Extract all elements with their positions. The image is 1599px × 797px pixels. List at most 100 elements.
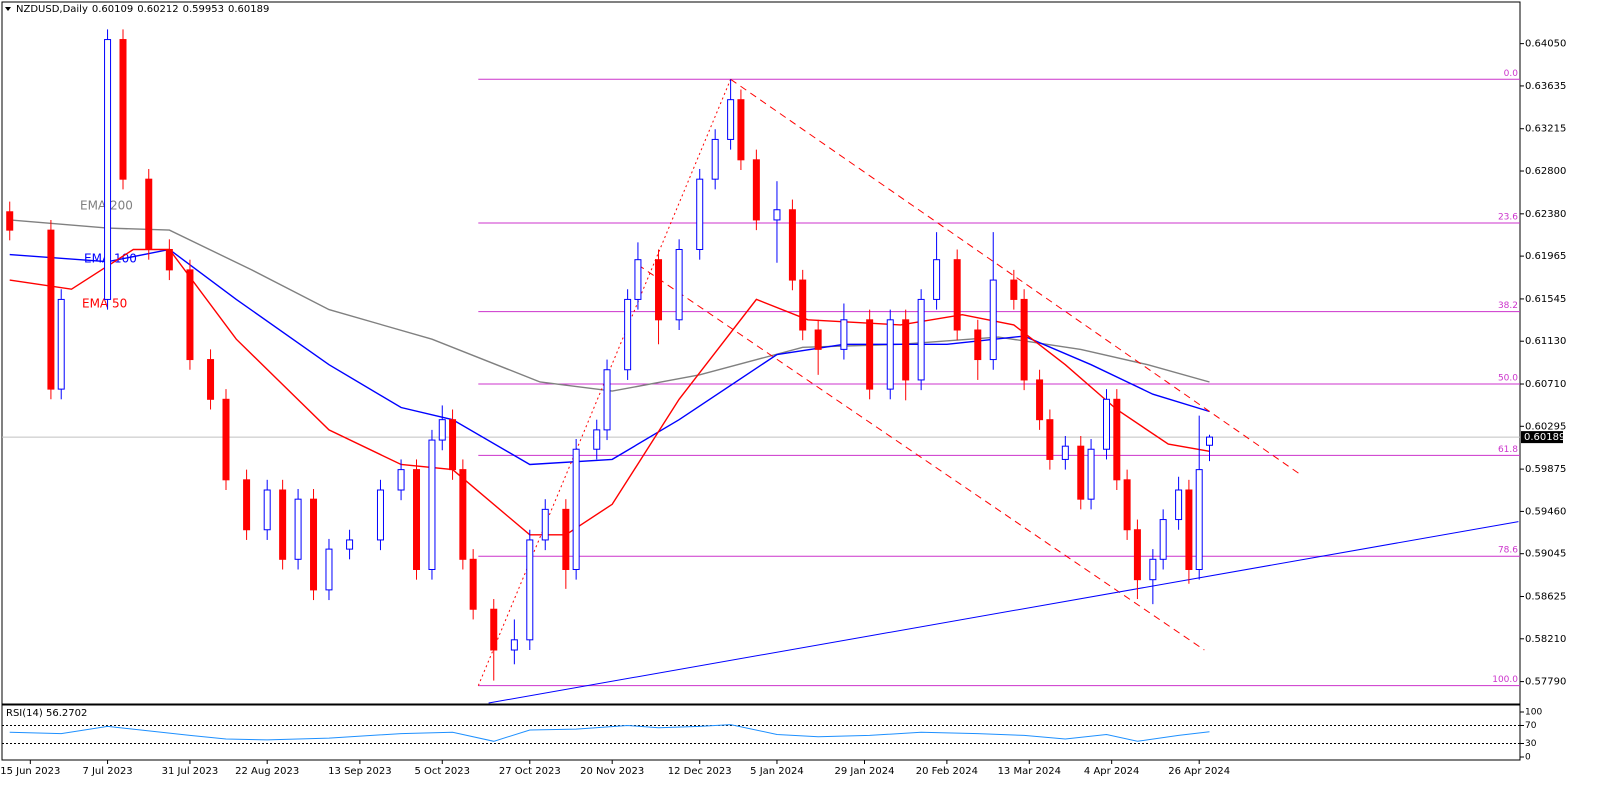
candle-body: [917, 298, 925, 381]
candle-body: [1020, 298, 1028, 381]
x-tick-label: 15 Jun 2023: [0, 766, 60, 777]
y-tick-label: 0.59045: [1525, 549, 1566, 560]
fib-label: 100.0: [1492, 675, 1518, 685]
trendline: [637, 264, 1205, 651]
rsi-last: 56.2702: [45, 708, 88, 719]
candle-body: [711, 138, 719, 180]
candle-body: [346, 539, 354, 550]
x-tick-label: 5 Oct 2023: [415, 766, 470, 777]
candle-body: [1206, 436, 1213, 446]
candle-body: [727, 99, 735, 140]
trendline: [488, 521, 1519, 704]
candle-body: [459, 469, 467, 560]
candle-body: [562, 508, 570, 570]
candle-body: [428, 439, 436, 570]
candle-body: [119, 39, 127, 180]
candle-body: [310, 498, 318, 591]
menu-arrow: [5, 7, 11, 11]
y-tick-label: 0.61130: [1525, 336, 1566, 347]
candle-body: [696, 178, 704, 250]
candle-body: [47, 229, 55, 390]
candle-body: [675, 248, 683, 321]
rsi-tick-label: 70: [1525, 721, 1537, 731]
y-tick-label: 0.63215: [1525, 124, 1566, 135]
candle-body: [1123, 479, 1131, 531]
candle-body: [165, 248, 173, 271]
candle-body: [1133, 529, 1141, 581]
candle-body: [541, 508, 549, 541]
candle-body: [989, 279, 997, 361]
candle-body: [510, 639, 518, 651]
y-tick-label: 0.59460: [1525, 506, 1566, 517]
x-tick-label: 20 Feb 2024: [916, 766, 978, 777]
candle-body: [145, 178, 153, 250]
y-tick-label: 0.58625: [1525, 592, 1566, 603]
candle-body: [752, 159, 760, 221]
candle-body: [603, 369, 611, 431]
candle-body: [773, 209, 781, 221]
fib-label: 78.6: [1498, 546, 1518, 556]
fib-label: 50.0: [1498, 374, 1518, 384]
candle-body: [243, 479, 251, 531]
last-price-label: 0.60189: [1524, 432, 1565, 443]
high-value: 0.60212: [137, 4, 179, 15]
candle-body: [634, 259, 642, 300]
x-tick-label: 22 Aug 2023: [235, 766, 299, 777]
candle-body: [294, 498, 302, 560]
x-tick-label: 31 Jul 2023: [162, 766, 219, 777]
candle-body: [1103, 398, 1111, 450]
ema-label: EMA 50: [82, 297, 127, 311]
y-tick-label: 0.61965: [1525, 251, 1566, 262]
candle-body: [840, 319, 848, 350]
y-tick-label: 0.61545: [1525, 294, 1566, 305]
x-tick-label: 5 Jan 2024: [750, 766, 804, 777]
x-tick-label: 13 Sep 2023: [328, 766, 391, 777]
fib-label: 61.8: [1498, 445, 1518, 455]
candle-body: [1087, 448, 1095, 500]
candle-body: [325, 548, 333, 591]
y-tick-label: 0.60295: [1525, 421, 1566, 432]
y-tick-label: 0.62380: [1525, 209, 1566, 220]
rsi-pane: [1, 704, 1521, 761]
candle-body: [624, 298, 632, 371]
candle-body: [397, 469, 405, 491]
candle-body: [572, 448, 580, 570]
candle-body: [1036, 379, 1044, 421]
rsi-tick-label: 100: [1525, 708, 1542, 718]
candle-body: [866, 319, 874, 390]
candle-body: [902, 319, 910, 381]
candle-body: [737, 99, 745, 161]
candle-body: [263, 489, 271, 531]
candle-body: [1185, 489, 1193, 570]
ema-line: [9, 219, 1210, 392]
rsi-header: RSI(14) 56.2702: [6, 708, 87, 719]
fib-label: 0.0: [1504, 69, 1519, 79]
y-tick-label: 0.60710: [1525, 379, 1566, 390]
fib-label: 23.6: [1498, 212, 1518, 222]
candle-body: [1046, 419, 1054, 460]
x-tick-label: 20 Nov 2023: [580, 766, 644, 777]
candle-body: [413, 469, 421, 570]
candle-body: [207, 359, 215, 400]
candle-body: [469, 558, 477, 610]
candle-body: [1159, 519, 1167, 560]
candle-body: [655, 259, 663, 321]
candle-body: [279, 489, 287, 560]
y-tick-label: 0.64050: [1525, 39, 1566, 50]
candle-body: [438, 419, 446, 441]
x-tick-label: 4 Apr 2024: [1084, 766, 1139, 777]
candle-body: [814, 329, 822, 350]
fib-label: 38.2: [1498, 301, 1518, 311]
candle-body: [886, 319, 894, 390]
x-tick-label: 27 Oct 2023: [499, 766, 561, 777]
candle-body: [186, 269, 194, 361]
candle-body: [1010, 279, 1018, 300]
y-tick-label: 0.57790: [1525, 677, 1566, 688]
x-tick-label: 12 Dec 2023: [668, 766, 732, 777]
x-tick-label: 29 Jan 2024: [835, 766, 895, 777]
rsi-label: RSI(14): [6, 708, 43, 719]
candle-body: [1175, 489, 1183, 521]
candle-body: [974, 329, 982, 361]
